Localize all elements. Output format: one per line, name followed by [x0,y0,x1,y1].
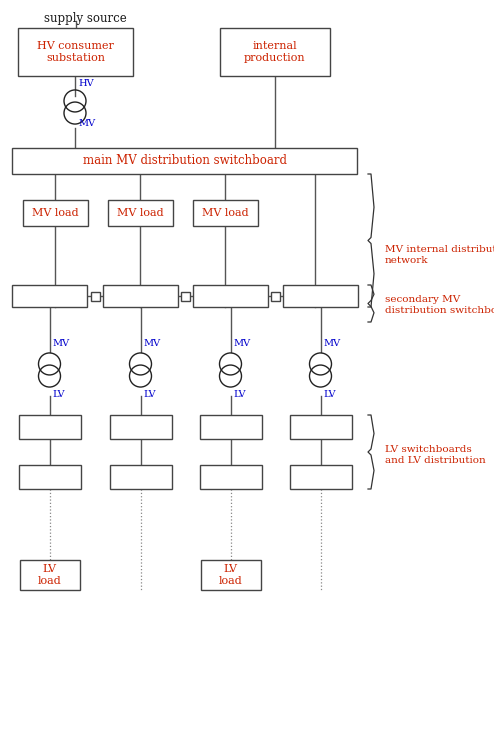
Text: MV load: MV load [117,208,164,218]
Text: secondary MV
distribution switchboards: secondary MV distribution switchboards [385,296,494,315]
Bar [18,415,81,439]
Text: LV: LV [324,390,336,399]
Text: supply source: supply source [43,12,126,25]
Text: MV: MV [143,339,161,348]
Text: internal
production: internal production [244,41,306,63]
Bar [18,28,133,76]
Text: MV internal distribution
network: MV internal distribution network [385,245,494,265]
Text: main MV distribution switchboard: main MV distribution switchboard [82,155,287,167]
Text: HV: HV [78,79,94,88]
Text: LV switchboards
and LV distribution: LV switchboards and LV distribution [385,445,486,465]
Bar [289,465,352,489]
Text: LV: LV [234,390,246,399]
Bar [200,465,261,489]
Bar [181,291,190,301]
Text: LV: LV [52,390,65,399]
Text: MV load: MV load [32,208,79,218]
Bar [220,28,330,76]
Bar [193,285,268,307]
Bar [90,291,99,301]
Bar [200,415,261,439]
Bar [12,285,87,307]
Bar [110,465,171,489]
Bar [12,148,357,174]
Bar [103,285,178,307]
Text: HV consumer
substation: HV consumer substation [37,41,114,63]
Bar [193,200,257,226]
Bar [110,415,171,439]
Bar [283,285,358,307]
Text: LV
load: LV load [219,564,243,586]
Text: MV: MV [52,339,70,348]
Text: LV
load: LV load [38,564,61,586]
Text: MV: MV [324,339,341,348]
Bar [23,200,87,226]
Bar [289,415,352,439]
Text: MV: MV [234,339,250,348]
Bar [19,560,80,590]
Bar [108,200,172,226]
Bar [18,465,81,489]
Text: LV: LV [143,390,156,399]
Text: MV: MV [78,119,95,127]
Text: MV load: MV load [202,208,248,218]
Bar [271,291,280,301]
Bar [201,560,260,590]
